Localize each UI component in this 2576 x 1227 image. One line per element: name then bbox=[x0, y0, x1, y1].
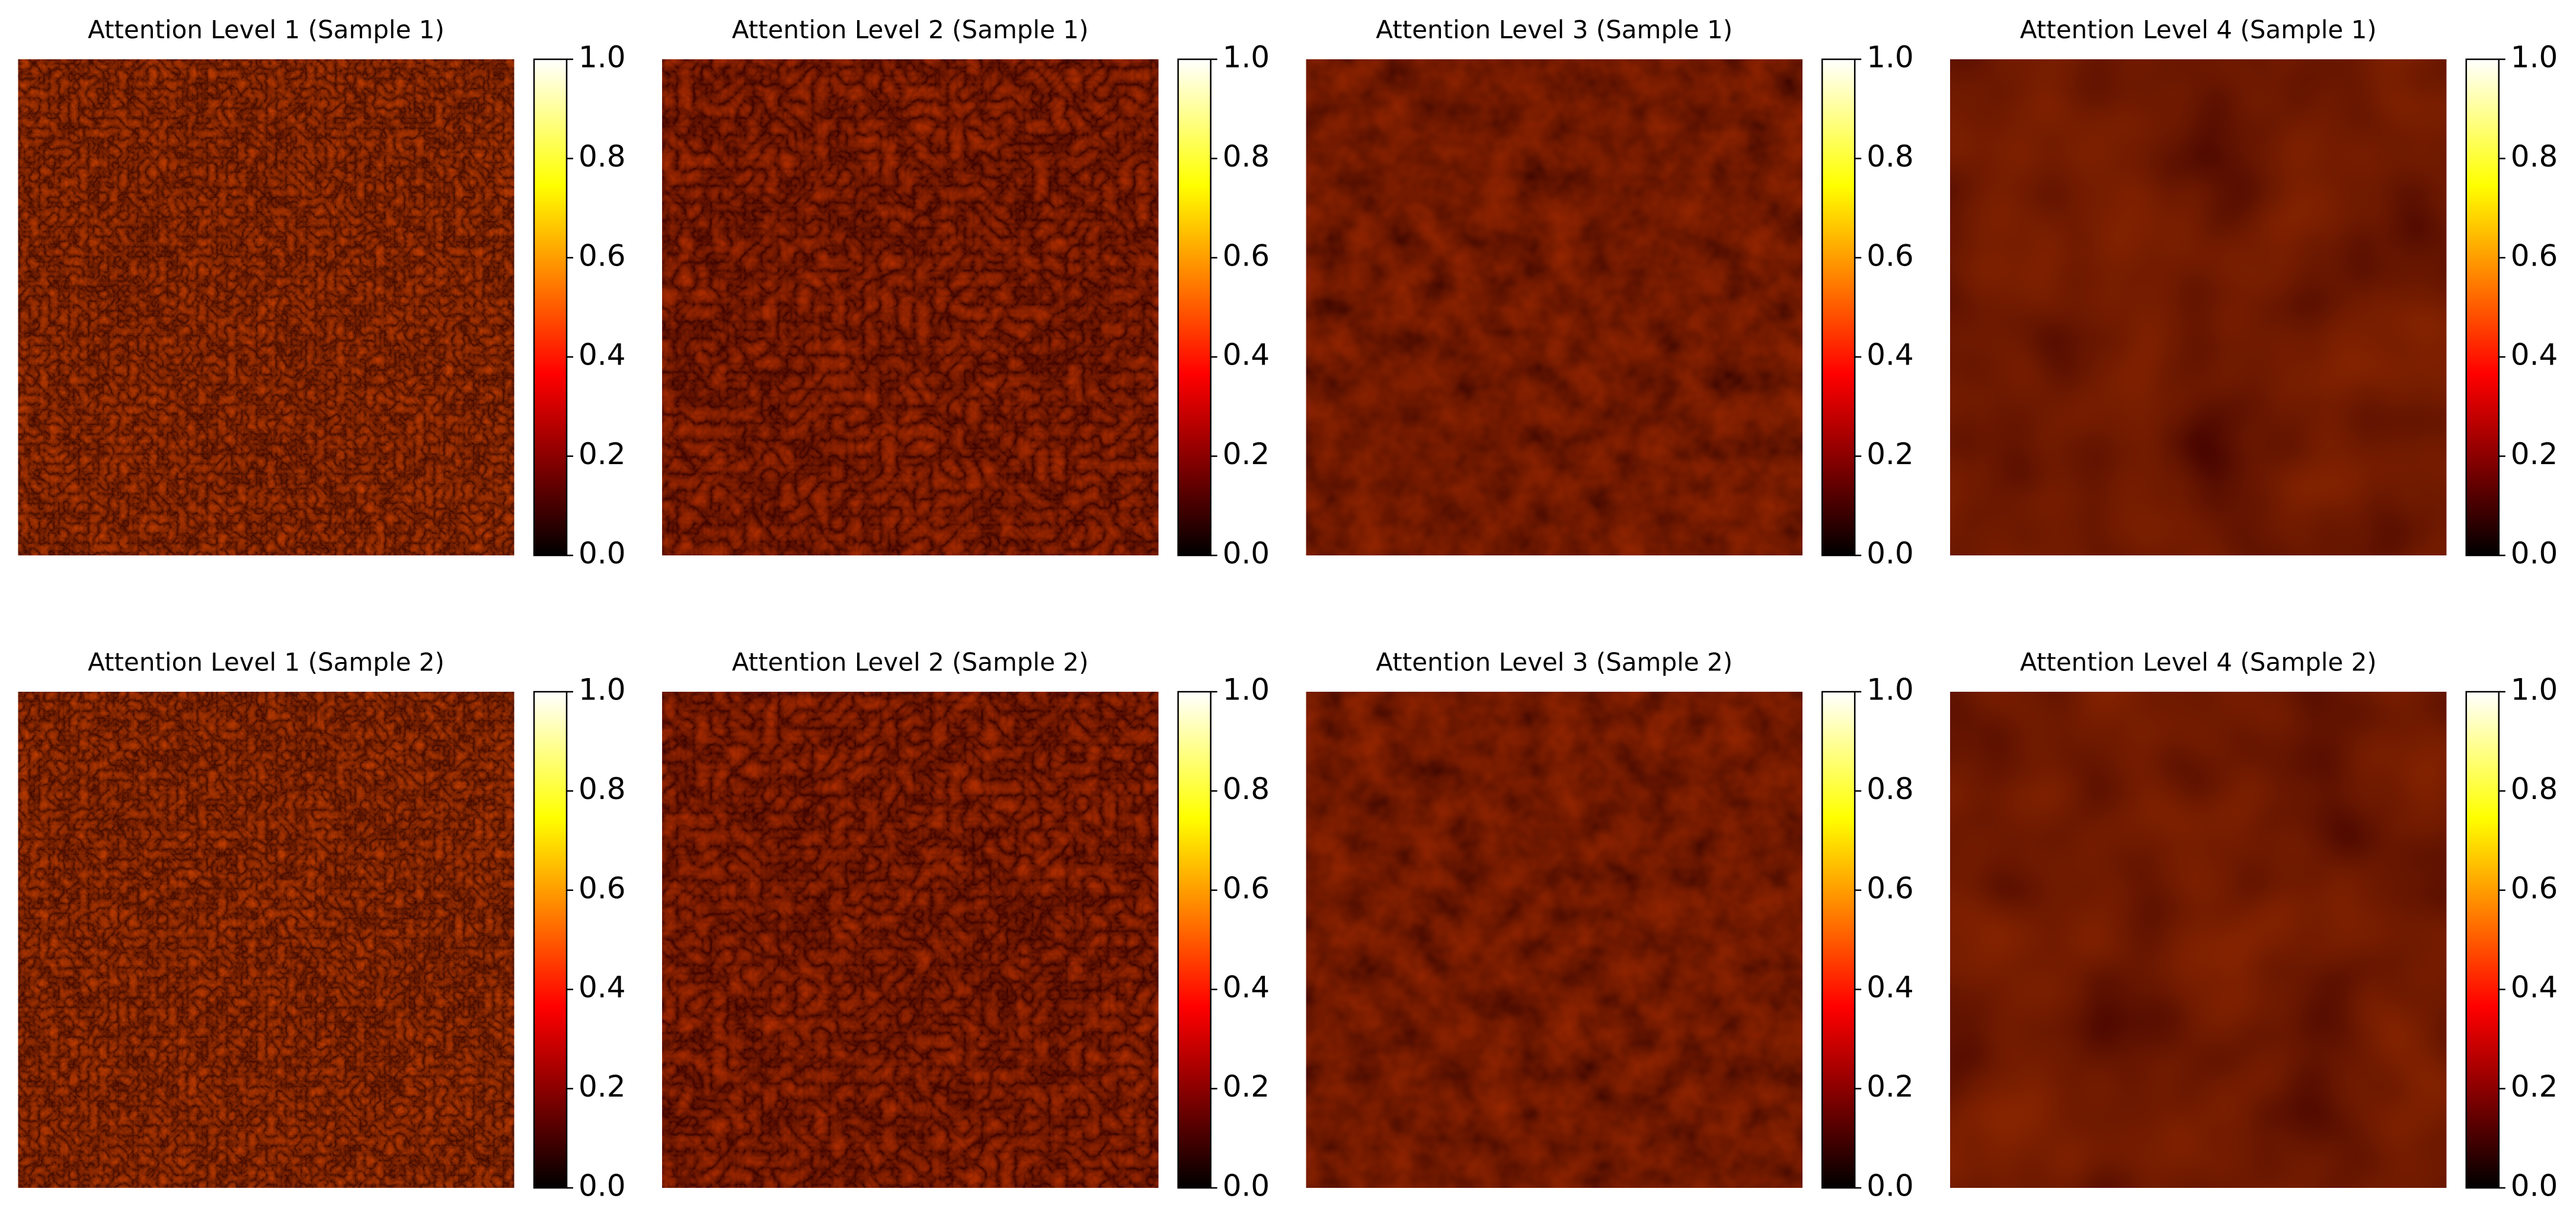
colorbar-tick-label: 1.0 bbox=[579, 673, 626, 707]
colorbar bbox=[1177, 58, 1212, 557]
heatmap-image bbox=[1950, 692, 2447, 1188]
panel-title: Attention Level 4 (Sample 2) bbox=[2020, 648, 2377, 677]
heatmap-image bbox=[662, 59, 1159, 555]
panel-title: Attention Level 3 (Sample 2) bbox=[1376, 648, 1733, 677]
colorbar-tick-label: 0.8 bbox=[1867, 772, 1914, 806]
heatmap-image bbox=[1950, 59, 2447, 555]
colorbar-tick-label: 0.0 bbox=[579, 536, 626, 571]
panel-title: Attention Level 2 (Sample 1) bbox=[732, 15, 1089, 44]
colorbar-tick-label: 0.4 bbox=[1223, 970, 1270, 1005]
colorbar-tick-label: 0.6 bbox=[1867, 238, 1914, 273]
colorbar-tick-label: 0.2 bbox=[579, 437, 626, 471]
colorbar-tick-label: 0.6 bbox=[2511, 238, 2558, 273]
colorbar-tick-label: 0.8 bbox=[1223, 139, 1270, 174]
colorbar-tick-label: 1.0 bbox=[579, 40, 626, 75]
colorbar-tick-label: 0.0 bbox=[2511, 1169, 2558, 1203]
colorbar-tick-label: 1.0 bbox=[2511, 673, 2558, 707]
colorbar-tick-label: 0.2 bbox=[1867, 1069, 1914, 1104]
colorbar-tick-label: 0.6 bbox=[579, 238, 626, 273]
panel-title: Attention Level 1 (Sample 2) bbox=[88, 648, 445, 677]
colorbar-tick-label: 0.6 bbox=[1867, 871, 1914, 905]
colorbar-tick-label: 0.2 bbox=[1223, 1069, 1270, 1104]
colorbar-tick-label: 0.8 bbox=[2511, 772, 2558, 806]
colorbar bbox=[533, 691, 568, 1189]
colorbar-tick-label: 0.2 bbox=[579, 1069, 626, 1104]
colorbar-tick-label: 0.6 bbox=[2511, 871, 2558, 905]
colorbar bbox=[1821, 58, 1856, 557]
colorbar-tick-label: 0.4 bbox=[579, 970, 626, 1005]
heatmap-image bbox=[1306, 59, 1802, 555]
colorbar-tick-label: 0.6 bbox=[1223, 238, 1270, 273]
colorbar bbox=[1177, 691, 1212, 1189]
colorbar-tick-label: 0.0 bbox=[1867, 536, 1914, 571]
panel-title: Attention Level 1 (Sample 1) bbox=[88, 15, 445, 44]
colorbar-tick-label: 0.0 bbox=[1223, 1169, 1270, 1203]
colorbar-tick-label: 0.0 bbox=[1867, 1169, 1914, 1203]
colorbar-tick-label: 0.4 bbox=[1223, 338, 1270, 372]
colorbar-tick-label: 0.4 bbox=[2511, 970, 2558, 1005]
colorbar-tick-label: 0.8 bbox=[1867, 139, 1914, 174]
colorbar-tick-label: 0.0 bbox=[2511, 536, 2558, 571]
colorbar-tick-label: 0.4 bbox=[2511, 338, 2558, 372]
colorbar-tick-label: 0.4 bbox=[579, 338, 626, 372]
colorbar-tick-label: 0.2 bbox=[2511, 1069, 2558, 1104]
colorbar-tick-label: 1.0 bbox=[1867, 40, 1914, 75]
panel-title: Attention Level 3 (Sample 1) bbox=[1376, 15, 1733, 44]
colorbar-tick-label: 0.4 bbox=[1867, 970, 1914, 1005]
colorbar-tick-label: 0.2 bbox=[2511, 437, 2558, 471]
heatmap-image bbox=[1306, 692, 1802, 1188]
colorbar-tick-label: 0.2 bbox=[1867, 437, 1914, 471]
colorbar bbox=[533, 58, 568, 557]
colorbar-tick-label: 1.0 bbox=[1867, 673, 1914, 707]
colorbar-tick-label: 0.8 bbox=[579, 139, 626, 174]
colorbar bbox=[2465, 58, 2500, 557]
colorbar-tick-label: 1.0 bbox=[1223, 673, 1270, 707]
colorbar bbox=[2465, 691, 2500, 1189]
colorbar-tick-label: 0.2 bbox=[1223, 437, 1270, 471]
colorbar-tick-label: 1.0 bbox=[2511, 40, 2558, 75]
colorbar-tick-label: 0.6 bbox=[579, 871, 626, 905]
heatmap-image bbox=[18, 59, 514, 555]
panel-title: Attention Level 2 (Sample 2) bbox=[732, 648, 1089, 677]
panel-title: Attention Level 4 (Sample 1) bbox=[2020, 15, 2377, 44]
colorbar bbox=[1821, 691, 1856, 1189]
colorbar-tick-label: 0.8 bbox=[579, 772, 626, 806]
colorbar-tick-label: 1.0 bbox=[1223, 40, 1270, 75]
colorbar-tick-label: 0.8 bbox=[1223, 772, 1270, 806]
colorbar-tick-label: 0.4 bbox=[1867, 338, 1914, 372]
colorbar-tick-label: 0.0 bbox=[1223, 536, 1270, 571]
colorbar-tick-label: 0.0 bbox=[579, 1169, 626, 1203]
heatmap-image bbox=[662, 692, 1159, 1188]
colorbar-tick-label: 0.8 bbox=[2511, 139, 2558, 174]
heatmap-image bbox=[18, 692, 514, 1188]
colorbar-tick-label: 0.6 bbox=[1223, 871, 1270, 905]
